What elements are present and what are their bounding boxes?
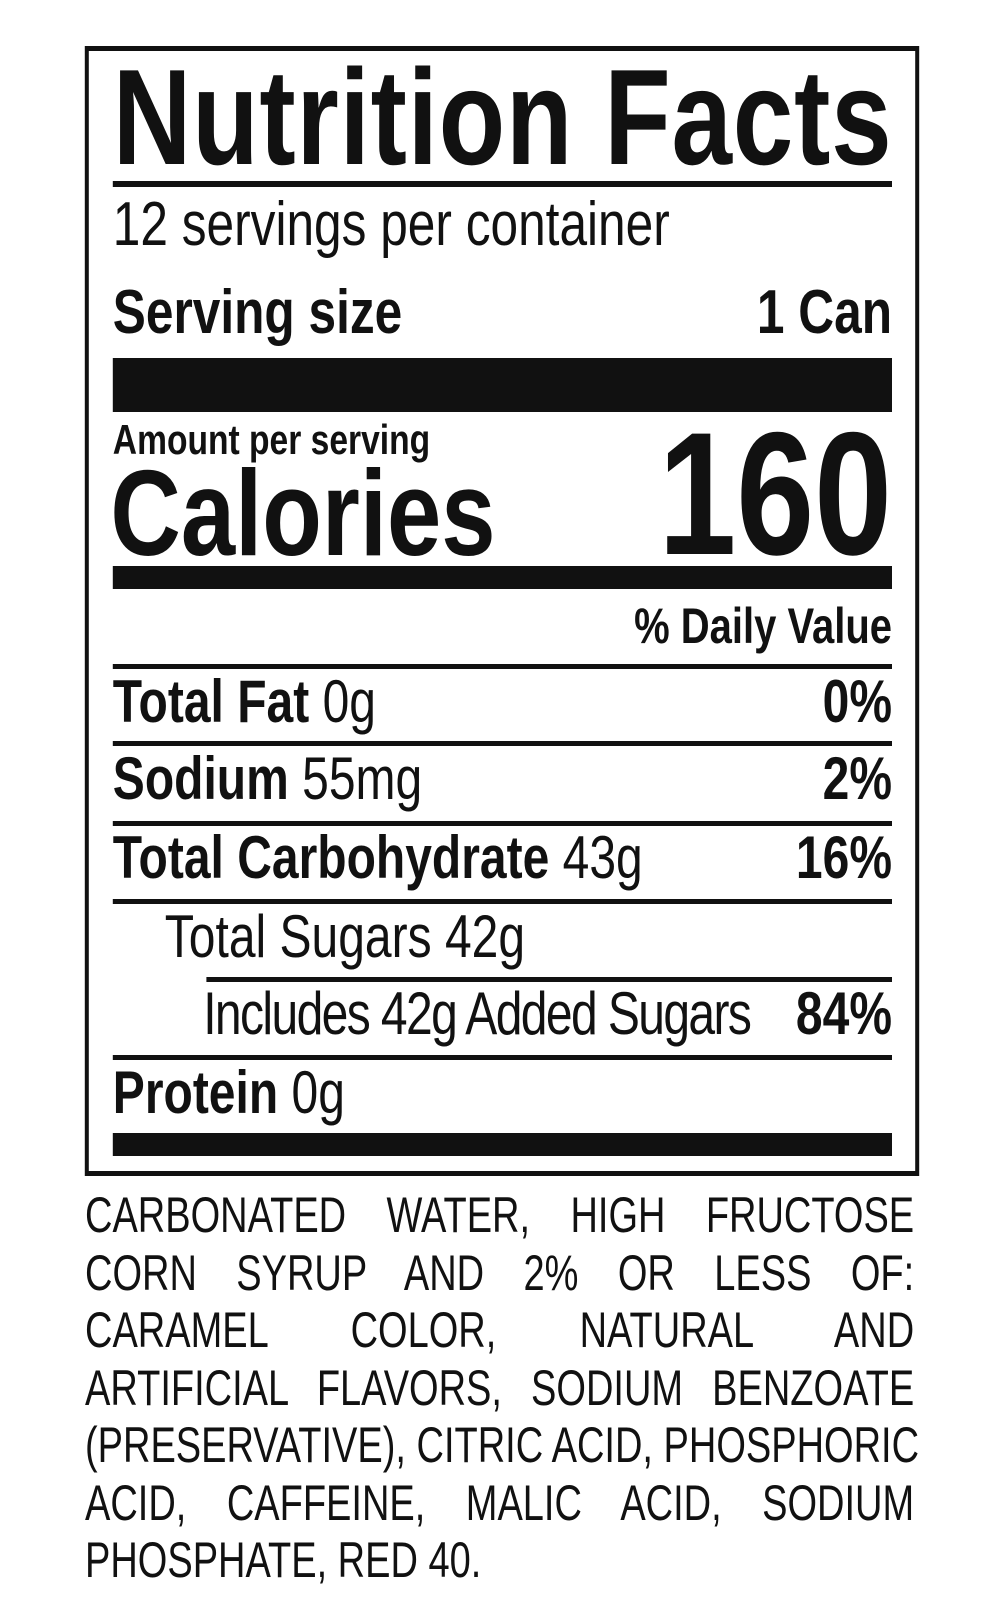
nutrient-amount: 43g bbox=[562, 824, 643, 891]
calories-value: 160 bbox=[658, 397, 892, 592]
nutrient-name: Total Carbohydrate bbox=[112, 824, 550, 891]
thick-divider bbox=[112, 358, 893, 412]
nutrient-row-total-sugars: Total Sugars 42g bbox=[164, 903, 526, 970]
nutrient-row-total-carbohydrate: Total Carbohydrate 43g bbox=[113, 828, 643, 888]
nutrient-row-total-fat: Total Fat 0g bbox=[113, 672, 376, 732]
nutrient-amount: 0g bbox=[291, 1059, 345, 1126]
medium-divider bbox=[112, 566, 893, 589]
servings-per-container: 12 servings per container bbox=[112, 190, 670, 259]
nutrient-row-protein: Protein 0g bbox=[113, 1063, 345, 1123]
nutrient-row-sodium: Sodium 55mg bbox=[113, 749, 422, 809]
nutrient-dv: 0% bbox=[822, 668, 892, 735]
ingredients-line: CARBONATED WATER, HIGH FRUCTOSE bbox=[85, 1187, 915, 1243]
divider bbox=[112, 741, 893, 746]
ingredients-line: ARTIFICIAL FLAVORS, SODIUM BENZOATE bbox=[85, 1359, 915, 1416]
serving-size-label: Serving size bbox=[112, 278, 403, 347]
calories-label: Calories bbox=[110, 445, 496, 581]
nutrient-dv: 84% bbox=[795, 980, 892, 1047]
ingredients-line: CARAMEL COLOR, NATURAL AND bbox=[85, 1302, 915, 1358]
medium-divider bbox=[112, 1133, 893, 1156]
divider bbox=[112, 821, 893, 826]
divider bbox=[112, 1055, 893, 1060]
nutrient-amount: 0g bbox=[322, 668, 376, 735]
nutrient-dv: 2% bbox=[822, 745, 892, 812]
ingredients-line: ACID, CAFFEINE, MALIC ACID, SODIUM bbox=[85, 1474, 915, 1531]
nutrition-facts-label: Nutrition Facts 12 servings per containe… bbox=[84, 41, 920, 1176]
divider bbox=[112, 181, 893, 187]
nutrient-name: Total Fat bbox=[112, 668, 310, 735]
ingredients-list: CARBONATED WATER, HIGH FRUCTOSE CORN SYR… bbox=[85, 1187, 920, 1590]
nutrient-amount: 55mg bbox=[302, 745, 423, 812]
daily-value-header: % Daily Value bbox=[634, 598, 892, 654]
nutrient-dv: 16% bbox=[795, 824, 892, 891]
nutrient-name: Protein bbox=[112, 1059, 279, 1126]
ingredients-line: PHOSPHATE, RED 40. bbox=[85, 1532, 482, 1588]
label-title: Nutrition Facts bbox=[112, 41, 893, 193]
divider bbox=[112, 899, 893, 904]
indented-divider bbox=[206, 977, 892, 982]
nutrient-name: Sodium bbox=[112, 745, 289, 812]
ingredients-line: CORN SYRUP AND 2% OR LESS OF: bbox=[85, 1244, 915, 1301]
ingredients-line: (PRESERVATIVE), CITRIC ACID, PHOSPHORIC bbox=[85, 1417, 920, 1473]
divider bbox=[112, 664, 893, 669]
amount-per-serving: Amount per serving bbox=[112, 416, 431, 463]
nutrient-row-added-sugars: Includes 42g Added Sugars bbox=[203, 980, 752, 1047]
label-border bbox=[84, 46, 920, 1176]
serving-size-value: 1 Can bbox=[756, 278, 892, 347]
